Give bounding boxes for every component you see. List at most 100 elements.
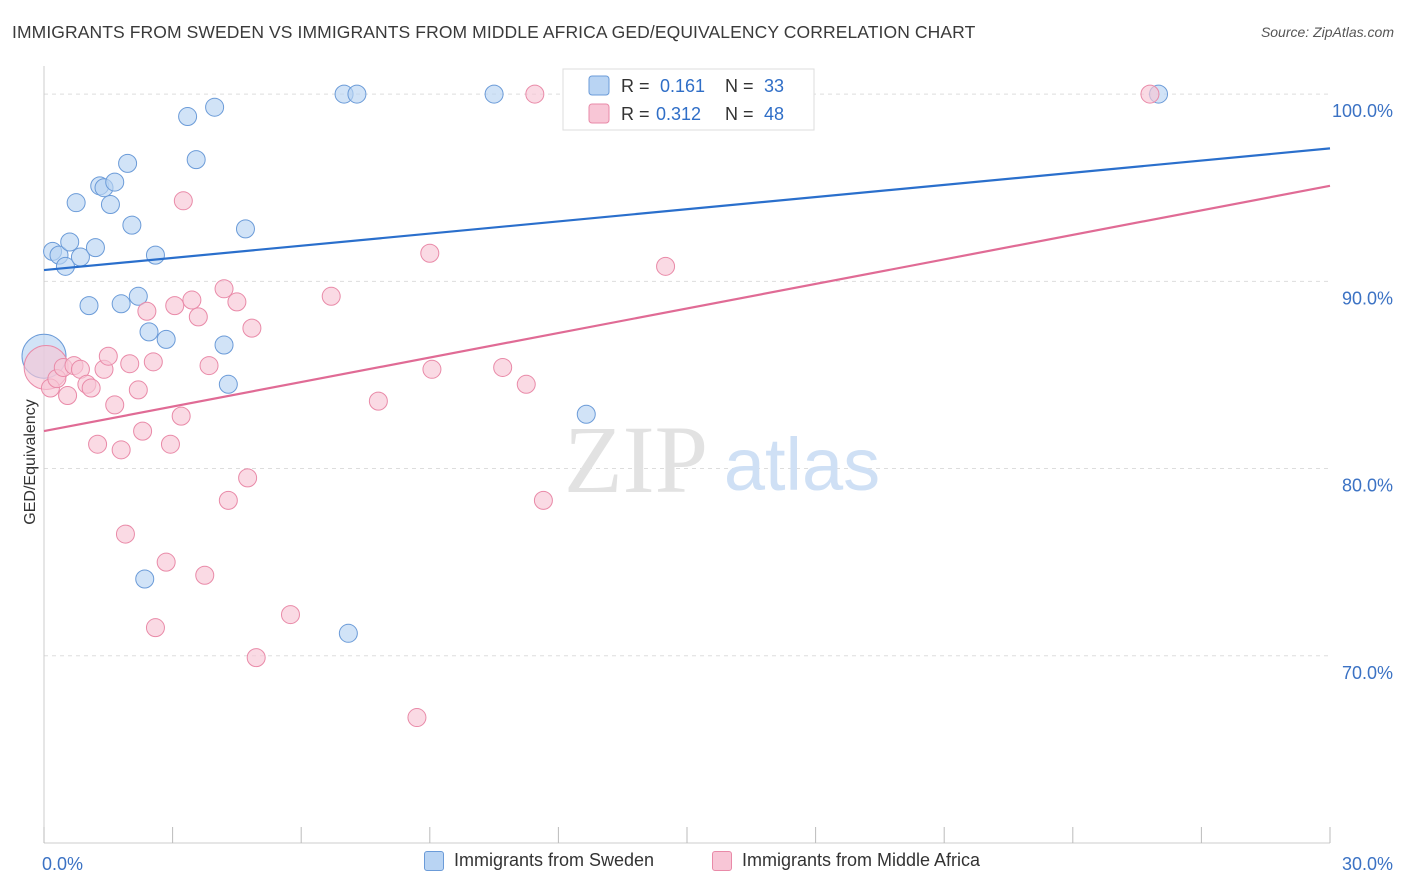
point-middle-africa-42 — [493, 357, 513, 377]
trend-line-middle-africa — [43, 184, 1331, 433]
point-middle-africa-47 — [1140, 84, 1160, 104]
point-sweden-18 — [139, 322, 159, 342]
y-tick-label-2: 90.0% — [1342, 288, 1393, 308]
point-middle-africa-38 — [368, 391, 388, 411]
point-middle-africa-4 — [58, 386, 78, 406]
point-middle-africa-22 — [160, 434, 180, 454]
point-sweden-12 — [105, 172, 125, 192]
series-legend: Immigrants from Sweden Immigrants from M… — [0, 850, 1406, 880]
point-middle-africa-33 — [238, 468, 258, 488]
point-middle-africa-26 — [182, 290, 202, 310]
point-middle-africa-28 — [195, 565, 215, 585]
point-middle-africa-19 — [143, 352, 163, 372]
point-middle-africa-34 — [242, 318, 262, 338]
point-sweden-5 — [66, 193, 86, 213]
point-sweden-8 — [85, 238, 105, 258]
point-sweden-16 — [128, 286, 148, 306]
point-sweden-23 — [205, 97, 225, 117]
point-middle-africa-21 — [156, 552, 176, 572]
point-middle-africa-30 — [214, 279, 234, 299]
series-legend-item-middle-africa: Immigrants from Middle Africa — [712, 850, 980, 871]
legend-swatch-middle-africa — [588, 103, 610, 124]
point-middle-africa-23 — [165, 296, 185, 316]
point-sweden-29 — [347, 84, 367, 104]
legend-r-value-sweden: 0.161 — [660, 76, 705, 96]
point-sweden-4 — [60, 232, 80, 252]
point-middle-africa-18 — [137, 301, 157, 321]
series-legend-item-sweden: Immigrants from Sweden — [424, 850, 654, 871]
point-middle-africa-29 — [199, 356, 219, 376]
point-middle-africa-46 — [656, 256, 676, 276]
point-middle-africa-8 — [81, 378, 101, 398]
watermark: ZIP atlas — [564, 406, 880, 513]
point-middle-africa-16 — [128, 380, 148, 400]
series-legend-swatch-sweden — [424, 850, 444, 871]
series-legend-label-middle-africa: Immigrants from Middle Africa — [742, 850, 981, 870]
grid-lines — [44, 93, 1330, 657]
point-sweden-21 — [178, 107, 198, 127]
point-sweden-30 — [484, 84, 504, 104]
legend-n-label-middle-africa: N = — [725, 104, 754, 124]
y-axis-label: GED/Equivalency — [22, 399, 39, 524]
point-middle-africa-25 — [173, 191, 193, 211]
point-middle-africa-31 — [218, 490, 238, 510]
point-sweden-13 — [111, 294, 131, 314]
point-middle-africa-24 — [171, 406, 191, 426]
point-middle-africa-17 — [133, 421, 153, 441]
chart-title: IMMIGRANTS FROM SWEDEN VS IMMIGRANTS FRO… — [12, 22, 976, 42]
point-middle-africa-36 — [280, 605, 300, 625]
tick-labels: 70.0% 80.0% 90.0% 100.0% 0.0% 30.0% — [42, 101, 1393, 874]
x-tick-label-0: 0.0% — [42, 854, 83, 874]
point-middle-africa-27 — [188, 307, 208, 327]
watermark-zip: ZIP — [564, 406, 708, 513]
y-tick-label-1: 80.0% — [1342, 476, 1393, 496]
legend-swatch-sweden — [588, 75, 610, 96]
y-tick-label-0: 70.0% — [1342, 663, 1393, 683]
x-tick-label-1: 30.0% — [1342, 854, 1393, 874]
legend-r-label-sweden: R = — [621, 76, 650, 96]
stats-legend: R = 0.161 N = 33 R = 0.312 N = 48 — [562, 68, 815, 131]
point-middle-africa-40 — [420, 243, 440, 263]
trend-lines — [43, 147, 1331, 433]
point-middle-africa-12 — [105, 395, 125, 415]
point-sweden-17 — [135, 569, 155, 589]
point-middle-africa-43 — [516, 374, 536, 394]
point-sweden-25 — [218, 374, 238, 394]
point-sweden-22 — [186, 150, 206, 170]
point-middle-africa-35 — [246, 648, 266, 668]
legend-n-value-sweden: 33 — [764, 76, 784, 96]
legend-n-label-sweden: N = — [725, 76, 754, 96]
point-sweden-19 — [145, 245, 165, 265]
point-sweden-26 — [235, 219, 255, 239]
series-legend-swatch-middle-africa — [712, 850, 732, 871]
point-sweden-7 — [79, 296, 99, 316]
legend-r-label-middle-africa: R = — [621, 104, 650, 124]
legend-r-value-middle-africa: 0.312 — [656, 104, 701, 124]
axes — [43, 66, 1331, 844]
point-middle-africa-14 — [115, 524, 135, 544]
watermark-atlas: atlas — [724, 423, 880, 506]
point-sweden-11 — [100, 195, 120, 215]
point-sweden-20 — [156, 329, 176, 349]
point-middle-africa-15 — [120, 354, 140, 374]
point-middle-africa-32 — [227, 292, 247, 312]
point-middle-africa-9 — [88, 434, 108, 454]
legend-n-value-middle-africa: 48 — [764, 104, 784, 124]
point-middle-africa-45 — [533, 490, 553, 510]
point-sweden-31 — [576, 404, 596, 424]
point-middle-africa-39 — [407, 708, 427, 728]
point-sweden-14 — [118, 153, 138, 173]
point-sweden-28 — [338, 623, 358, 643]
trend-line-sweden — [43, 147, 1331, 272]
point-sweden-15 — [122, 215, 142, 235]
source-label: Source: ZipAtlas.com — [1260, 24, 1394, 40]
point-middle-africa-13 — [111, 440, 131, 460]
point-middle-africa-37 — [321, 286, 341, 306]
y-tick-label-3: 100.0% — [1332, 101, 1393, 121]
point-sweden-24 — [214, 335, 234, 355]
data-points — [21, 84, 1169, 728]
point-middle-africa-41 — [422, 359, 442, 379]
point-middle-africa-11 — [98, 346, 118, 366]
point-middle-africa-20 — [145, 618, 165, 638]
